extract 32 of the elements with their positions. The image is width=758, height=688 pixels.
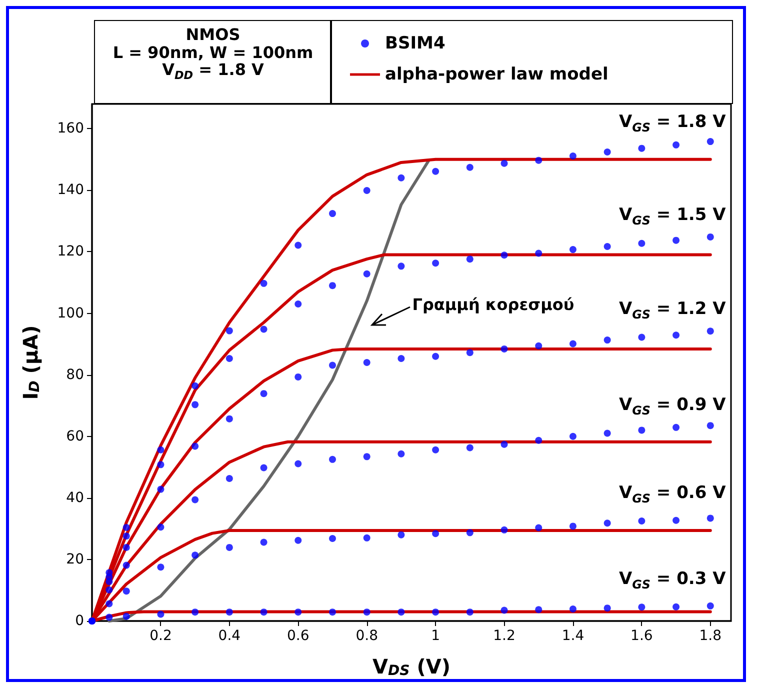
annotation: V$_{GS}$ = 1.5 V bbox=[619, 205, 726, 228]
x-tick-label: 0.2 bbox=[150, 628, 172, 644]
x-axis-title: VDS (V) bbox=[372, 654, 450, 679]
y-tick-label: 20 bbox=[66, 551, 84, 568]
legend-label: BSIM4 bbox=[385, 34, 446, 54]
y-tick-label: 160 bbox=[57, 120, 84, 137]
legend-label: alpha-power law model bbox=[385, 64, 608, 84]
annotation: V$_{GS}$ = 0.6 V bbox=[619, 483, 726, 506]
x-tick-label: 1.2 bbox=[493, 628, 516, 644]
text: V$_{DD}$ = 1.8 V bbox=[162, 60, 265, 83]
text: L = 90nm, W = 100nm bbox=[112, 42, 314, 62]
x-tick-label: 0.8 bbox=[356, 628, 378, 644]
y-tick-label: 0 bbox=[75, 613, 84, 629]
annotation: V$_{GS}$ = 0.9 V bbox=[619, 395, 726, 418]
x-tick-label: 1 bbox=[431, 628, 440, 644]
annotation: Γραμμή κορεσμού bbox=[412, 294, 574, 314]
y-tick-label: 80 bbox=[66, 366, 84, 383]
x-tick-label: 1.8 bbox=[699, 628, 722, 644]
text: NMOS bbox=[184, 25, 242, 44]
y-tick-label: 60 bbox=[66, 428, 84, 444]
x-tick-label: 1.6 bbox=[630, 628, 653, 644]
annotation: V$_{GS}$ = 0.3 V bbox=[619, 569, 726, 592]
y-tick-label: 120 bbox=[57, 244, 84, 260]
y-tick-label: 40 bbox=[66, 490, 84, 506]
x-tick-label: 1.4 bbox=[562, 628, 584, 644]
x-tick-label: 0.6 bbox=[286, 628, 310, 644]
y-tick-label: 100 bbox=[57, 305, 84, 322]
y-axis-title: ID (μA) bbox=[18, 325, 43, 400]
x-tick-label: 0.4 bbox=[218, 628, 241, 644]
y-tick-label: 140 bbox=[57, 182, 84, 198]
annotation: V$_{GS}$ = 1.2 V bbox=[619, 299, 726, 322]
annotation: V$_{GS}$ = 1.8 V bbox=[619, 112, 726, 134]
